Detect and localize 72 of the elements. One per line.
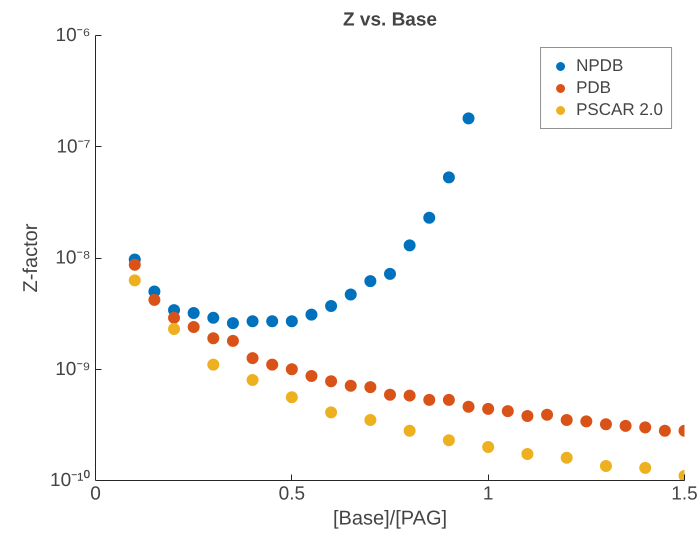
point [521,448,534,460]
point [541,408,554,421]
point [246,315,259,328]
point [246,374,259,386]
point [128,274,141,286]
y-tick-label: 10⁻⁸ [55,248,91,268]
point [364,381,376,394]
y-tick-label: 10⁻⁶ [56,25,91,46]
point [639,421,652,434]
point [639,462,652,474]
point [286,315,298,328]
legend-label: PDB [576,78,612,98]
point [404,424,416,437]
point [305,308,318,321]
point [188,307,200,320]
point [344,380,357,392]
point [207,312,220,324]
point [148,294,160,306]
point [404,239,416,252]
point [462,400,475,413]
point [246,352,259,364]
x-tick-label: 1.5 [671,484,698,504]
point [442,171,455,184]
point [423,212,436,224]
y-tick-label: 10⁻⁷ [56,136,91,158]
point [188,320,200,333]
x-tick-label: 0.5 [278,484,306,504]
point [168,323,180,335]
chart-title: Z vs. Base [343,10,437,30]
point [384,388,396,401]
point [226,317,239,330]
point [580,415,592,428]
point [560,452,573,464]
point [560,414,573,426]
point [502,405,514,418]
point [207,332,220,344]
point [286,391,298,404]
point [266,358,278,371]
point [325,406,338,418]
legend-label: NPDB [576,56,624,76]
point [305,370,318,382]
y-tick-label: 10⁻¹⁰ [50,469,91,491]
point [325,375,338,388]
point [620,420,632,432]
point [482,402,494,415]
point [404,390,416,402]
point [364,414,376,426]
point [344,288,357,300]
point [521,410,534,422]
point [325,300,338,312]
point [364,275,376,288]
point [442,434,455,446]
y-tick-label: 10⁻⁹ [55,358,91,380]
point [168,312,180,324]
legend-label: PSCAR 2.0 [576,100,663,120]
point [207,358,220,371]
point [600,460,612,472]
point [482,441,494,453]
point [128,258,141,271]
x-tick-label: 0 [90,484,101,504]
x-tick-label: 1 [482,484,494,504]
point [600,418,612,430]
point [286,363,298,376]
y-axis-title: Z-factor [20,223,42,292]
point [442,394,455,406]
x-axis-title: [Base]/[PAG] [332,508,448,530]
point [384,268,396,280]
point [462,112,475,124]
point [226,334,239,347]
point [658,424,671,437]
point [266,315,278,328]
point [423,394,436,406]
